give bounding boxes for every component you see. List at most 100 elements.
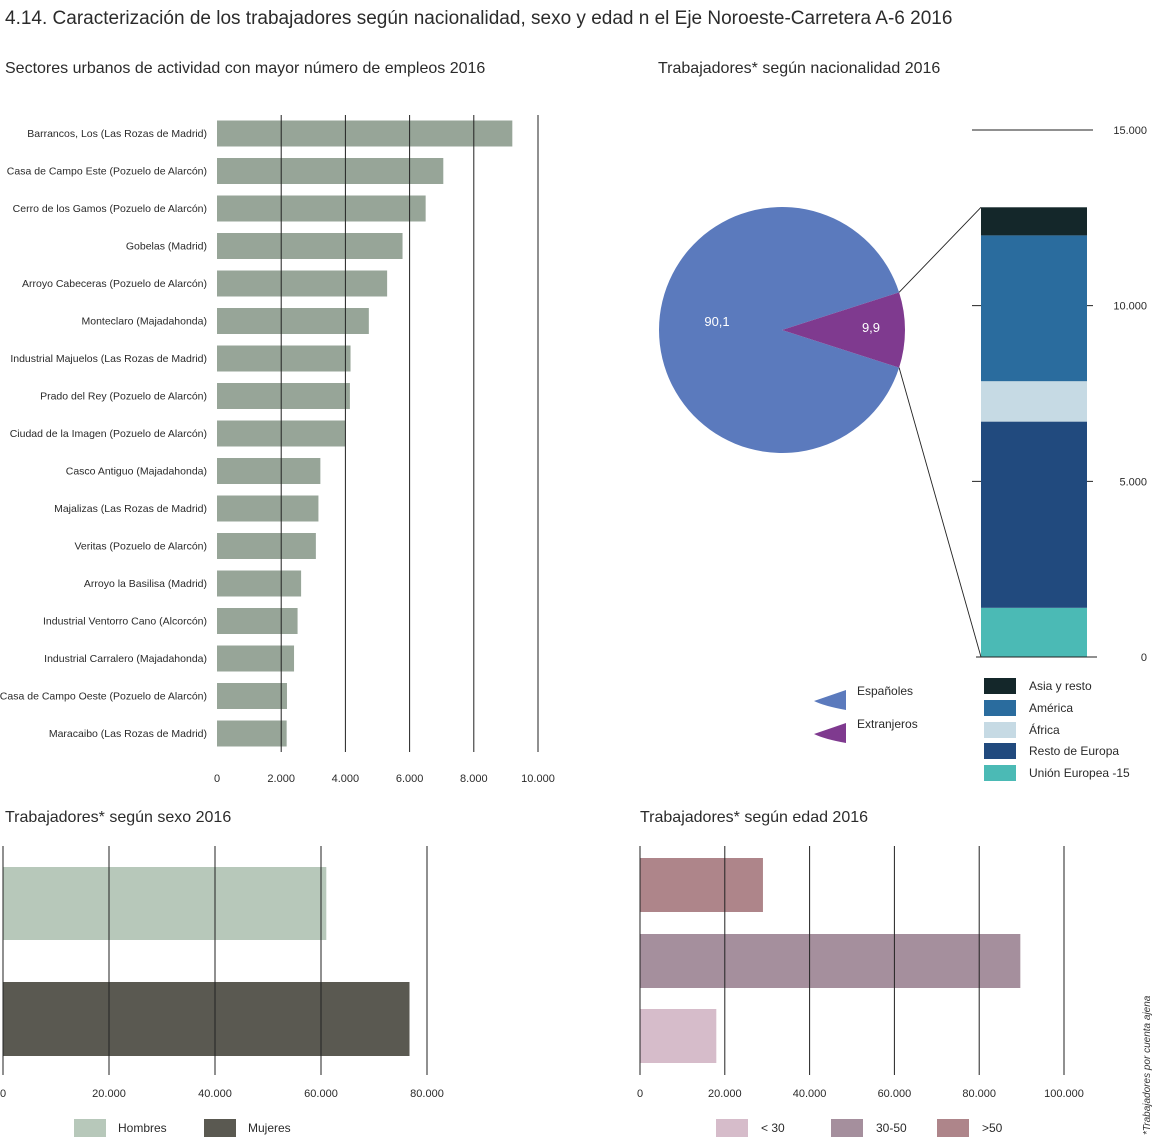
sex-legend-swatch: [204, 1119, 236, 1137]
age-bar: [640, 1009, 717, 1063]
pie-value-label: 9,9: [862, 320, 880, 335]
stack-tick-label: 5.000: [1119, 476, 1147, 488]
sectors-chart-title: Sectores urbanos de actividad con mayor …: [5, 60, 486, 77]
sector-bar: [217, 533, 316, 559]
pie-slice-extranjeros: [782, 292, 905, 368]
age-bar: [640, 934, 1021, 988]
age-chart-title: Trabajadores* según edad 2016: [640, 809, 869, 826]
stack-legend-swatch: [984, 678, 1016, 694]
sector-bar: [217, 383, 350, 409]
stack-segment: [981, 421, 1087, 608]
sector-label: Maracaibo (Las Rozas de Madrid): [49, 728, 207, 740]
stack-legend-label: Unión Europea -15: [1029, 766, 1130, 780]
pie-slice-espanoles: [658, 206, 900, 453]
sector-bar: [217, 720, 287, 747]
connector-line: [898, 367, 982, 658]
sector-bar: [217, 308, 369, 334]
sector-bar: [217, 233, 403, 259]
age-bar: [640, 858, 763, 912]
sector-label: Industrial Majuelos (Las Rozas de Madrid…: [10, 353, 207, 365]
sector-label: Majalizas (Las Rozas de Madrid): [54, 503, 207, 515]
sector-label: Monteclaro (Majadahonda): [82, 316, 208, 328]
stack-segment: [981, 207, 1087, 236]
sector-bar: [217, 495, 319, 522]
age-tick-label: 60.000: [878, 1088, 912, 1100]
stack-legend-swatch: [984, 743, 1016, 759]
sector-bar: [217, 608, 298, 634]
sector-label: Ciudad de la Imagen (Pozuelo de Alarcón): [10, 428, 207, 440]
connector-line: [898, 206, 982, 293]
sector-tick-label: 0: [214, 773, 220, 785]
sex-tick-label: 20.000: [92, 1088, 126, 1100]
age-legend-label: < 30: [761, 1121, 785, 1135]
stack-tick-label: 15.000: [1113, 125, 1147, 137]
legend-extranjeros-icon: [814, 723, 846, 743]
sex-legend-label: Mujeres: [248, 1121, 291, 1135]
sector-tick-label: 4.000: [332, 773, 360, 785]
sex-legend-swatch: [74, 1119, 106, 1137]
sex-tick-label: 40.000: [198, 1088, 232, 1100]
age-legend-label: >50: [982, 1121, 1003, 1135]
sex-chart-title: Trabajadores* según sexo 2016: [5, 809, 232, 826]
age-tick-label: 80.000: [962, 1088, 996, 1100]
sector-label: Barrancos, Los (Las Rozas de Madrid): [27, 128, 207, 140]
sex-tick-label: 80.000: [410, 1088, 444, 1100]
page-title: 4.14. Caracterización de los trabajadore…: [5, 8, 953, 29]
age-tick-label: 0: [637, 1088, 643, 1100]
sector-bar: [217, 195, 426, 222]
sex-bar: [3, 867, 327, 940]
age-legend-swatch: [831, 1119, 863, 1137]
sector-label: Casa de Campo Oeste (Pozuelo de Alarcón): [0, 691, 207, 703]
sector-label: Gobelas (Madrid): [126, 241, 207, 253]
stack-tick-label: 0: [1141, 652, 1147, 664]
legend-label: Extranjeros: [857, 717, 918, 731]
stack-segment: [981, 235, 1087, 382]
age-tick-label: 40.000: [793, 1088, 827, 1100]
sex-bar: [3, 982, 410, 1056]
sector-label: Cerro de los Gamos (Pozuelo de Alarcón): [13, 203, 207, 215]
stack-segment: [981, 381, 1087, 422]
age-tick-label: 100.000: [1044, 1088, 1084, 1100]
stack-legend-label: América: [1029, 701, 1073, 715]
age-legend-label: 30-50: [876, 1121, 907, 1135]
sex-legend-label: Hombres: [118, 1121, 167, 1135]
sector-label: Casco Antiguo (Majadahonda): [66, 466, 207, 478]
sector-bar: [217, 458, 321, 484]
sector-label: Prado del Rey (Pozuelo de Alarcón): [40, 391, 207, 403]
sector-label: Veritas (Pozuelo de Alarcón): [75, 541, 208, 553]
sector-bar: [217, 270, 388, 297]
legend-label: Españoles: [857, 684, 913, 698]
sector-bar: [217, 683, 287, 709]
stack-legend-swatch: [984, 700, 1016, 716]
sex-tick-label: 60.000: [304, 1088, 338, 1100]
stack-legend-label: Asia y resto: [1029, 679, 1092, 693]
sector-tick-label: 8.000: [460, 773, 488, 785]
sex-tick-label: 0: [0, 1088, 6, 1100]
age-legend-swatch: [937, 1119, 969, 1137]
sector-label: Casa de Campo Este (Pozuelo de Alarcón): [7, 166, 207, 178]
stack-legend-swatch: [984, 765, 1016, 781]
sector-bar: [217, 345, 351, 372]
stack-tick-label: 10.000: [1113, 301, 1147, 313]
pie-value-label: 90,1: [704, 314, 729, 329]
stack-legend-label: Resto de Europa: [1029, 744, 1119, 758]
sector-bar: [217, 645, 295, 672]
sector-tick-label: 6.000: [396, 773, 424, 785]
sector-tick-label: 10.000: [521, 773, 555, 785]
sector-bar: [217, 120, 513, 147]
sector-tick-label: 2.000: [267, 773, 295, 785]
age-legend-swatch: [716, 1119, 748, 1137]
sector-label: Industrial Ventorro Cano (Alcorcón): [43, 616, 207, 628]
sector-bar: [217, 570, 302, 597]
age-tick-label: 20.000: [708, 1088, 742, 1100]
stack-segment: [981, 607, 1087, 657]
stack-legend-label: África: [1029, 722, 1060, 737]
sector-label: Arroyo Cabeceras (Pozuelo de Alarcón): [22, 278, 207, 290]
sector-label: Industrial Carralero (Majadahonda): [44, 653, 207, 665]
sector-label: Arroyo la Basilisa (Madrid): [84, 578, 207, 590]
sector-bar: [217, 158, 444, 184]
nationality-chart-title: Trabajadores* según nacionalidad 2016: [658, 60, 941, 77]
stack-legend-swatch: [984, 722, 1016, 738]
legend-espanoles-icon: [814, 690, 846, 710]
